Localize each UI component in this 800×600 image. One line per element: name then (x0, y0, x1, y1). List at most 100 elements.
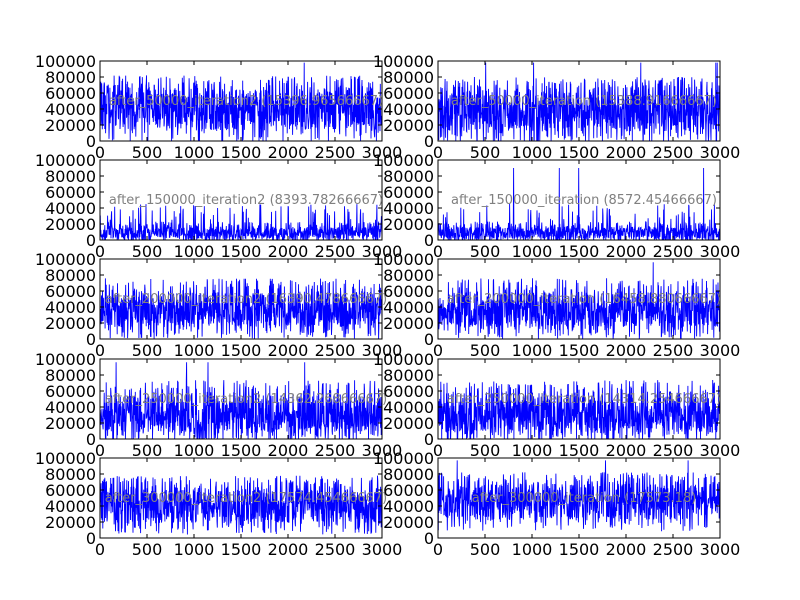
series-line (438, 262, 720, 339)
x-tick-label: 1500 (559, 143, 600, 162)
x-tick-label: 2000 (606, 143, 647, 162)
y-tick-label: 100000 (35, 250, 96, 269)
y-tick-label: 20000 (383, 314, 434, 333)
subplot-title: after_150000_iteration (8572.45466667) (451, 193, 717, 208)
y-tick-label: 0 (424, 529, 434, 548)
y-tick-label: 20000 (383, 116, 434, 135)
x-tick-label: 500 (132, 540, 163, 559)
x-tick-label: 1500 (559, 441, 600, 460)
y-tick-label: 60000 (383, 282, 434, 301)
x-tick-label: 2500 (653, 441, 694, 460)
y-tick-label: 80000 (383, 167, 434, 186)
y-tick-label: 100000 (373, 449, 434, 468)
y-tick-label: 100000 (35, 449, 96, 468)
x-tick-label: 2500 (315, 441, 356, 460)
x-tick-label: 1000 (174, 341, 215, 360)
x-tick-label: 0 (433, 540, 443, 559)
y-tick-label: 40000 (45, 298, 96, 317)
x-tick-label: 500 (132, 441, 163, 460)
y-tick-label: 100000 (373, 250, 434, 269)
x-tick-label: 500 (470, 143, 501, 162)
x-tick-label: 500 (470, 341, 501, 360)
y-tick-label: 40000 (383, 199, 434, 218)
series-line (100, 362, 382, 439)
y-tick-label: 60000 (45, 84, 96, 103)
x-tick-label: 3000 (700, 441, 741, 460)
x-tick-label: 1000 (512, 540, 553, 559)
y-tick-label: 0 (86, 430, 96, 449)
x-tick-label: 500 (132, 143, 163, 162)
subplot-1: 0 500 1000 1500 2000 2500 30000200004000060000… (35, 52, 402, 162)
x-tick-label: 2000 (268, 143, 309, 162)
x-tick-label: 500 (132, 242, 163, 261)
subplot-3: 0 500 1000 1500 2000 2500 30000200004000060000… (35, 151, 402, 261)
series-line (438, 460, 720, 532)
x-tick-label: 500 (132, 341, 163, 360)
subplot-title: after_150000_iteration2 (8393.78266667) (109, 193, 383, 208)
y-tick-label: 40000 (383, 100, 434, 119)
series-line (100, 204, 382, 240)
y-tick-label: 100000 (35, 151, 96, 170)
subplot-title: after_200000_iteration (16458.88066667) (447, 292, 721, 307)
x-tick-label: 2000 (606, 441, 647, 460)
x-tick-label: 2500 (315, 143, 356, 162)
x-tick-label: 0 (95, 341, 105, 360)
x-tick-label: 3000 (362, 242, 403, 261)
y-tick-label: 100000 (35, 350, 96, 369)
y-tick-label: 60000 (383, 183, 434, 202)
series-line (100, 475, 382, 535)
series-line (438, 379, 720, 439)
subplot-6: 0 500 1000 1500 2000 2500 30000200004000060000… (373, 250, 740, 360)
series-line (100, 278, 382, 339)
x-tick-label: 2000 (268, 540, 309, 559)
x-tick-label: 0 (433, 143, 443, 162)
y-tick-label: 60000 (45, 183, 96, 202)
x-tick-label: 2500 (653, 242, 694, 261)
x-tick-label: 1500 (221, 341, 262, 360)
y-tick-label: 80000 (383, 465, 434, 484)
y-tick-label: 100000 (373, 52, 434, 71)
x-tick-label: 3000 (362, 441, 403, 460)
x-tick-label: 3000 (700, 242, 741, 261)
x-tick-label: 500 (470, 242, 501, 261)
x-tick-label: 3000 (700, 143, 741, 162)
y-tick-label: 20000 (45, 215, 96, 234)
y-tick-label: 60000 (45, 282, 96, 301)
y-tick-label: 0 (424, 132, 434, 151)
x-tick-label: 0 (95, 540, 105, 559)
y-tick-label: 80000 (383, 266, 434, 285)
x-tick-label: 1000 (174, 540, 215, 559)
y-tick-label: 80000 (383, 68, 434, 87)
y-tick-label: 80000 (45, 68, 96, 87)
x-tick-label: 1500 (221, 143, 262, 162)
y-tick-label: 0 (424, 330, 434, 349)
y-tick-label: 40000 (383, 398, 434, 417)
x-tick-label: 0 (433, 242, 443, 261)
x-tick-label: 2500 (653, 143, 694, 162)
x-tick-label: 1500 (221, 441, 262, 460)
subplot-10: 0 500 1000 1500 2000 2500 30000200004000060000… (373, 449, 740, 559)
y-tick-label: 60000 (383, 382, 434, 401)
y-tick-label: 100000 (35, 52, 96, 71)
x-tick-label: 1500 (221, 242, 262, 261)
y-tick-label: 0 (86, 132, 96, 151)
subplot-2: 0 500 1000 1500 2000 2500 30000200004000060000… (373, 52, 740, 162)
x-tick-label: 1000 (174, 441, 215, 460)
y-tick-label: 40000 (45, 497, 96, 516)
x-tick-label: 2000 (268, 441, 309, 460)
x-tick-label: 2500 (315, 341, 356, 360)
subplot-title: after_50000_iteration2 (15396.96566667) (109, 94, 383, 109)
x-tick-label: 2500 (315, 540, 356, 559)
x-tick-label: 1000 (512, 143, 553, 162)
x-tick-label: 2000 (606, 242, 647, 261)
subplot-5: 0 500 1000 1500 2000 2500 30000200004000060000… (35, 250, 402, 360)
x-tick-label: 3000 (362, 143, 403, 162)
x-tick-label: 1000 (512, 341, 553, 360)
y-tick-label: 0 (424, 430, 434, 449)
y-tick-label: 60000 (383, 481, 434, 500)
y-tick-label: 80000 (45, 266, 96, 285)
subplot-title: after_300000_iteration2 (17574.45466667) (105, 491, 388, 506)
subplot-4: 0 500 1000 1500 2000 2500 30000200004000060000… (373, 151, 740, 261)
x-tick-label: 3000 (362, 341, 403, 360)
x-tick-label: 0 (433, 341, 443, 360)
